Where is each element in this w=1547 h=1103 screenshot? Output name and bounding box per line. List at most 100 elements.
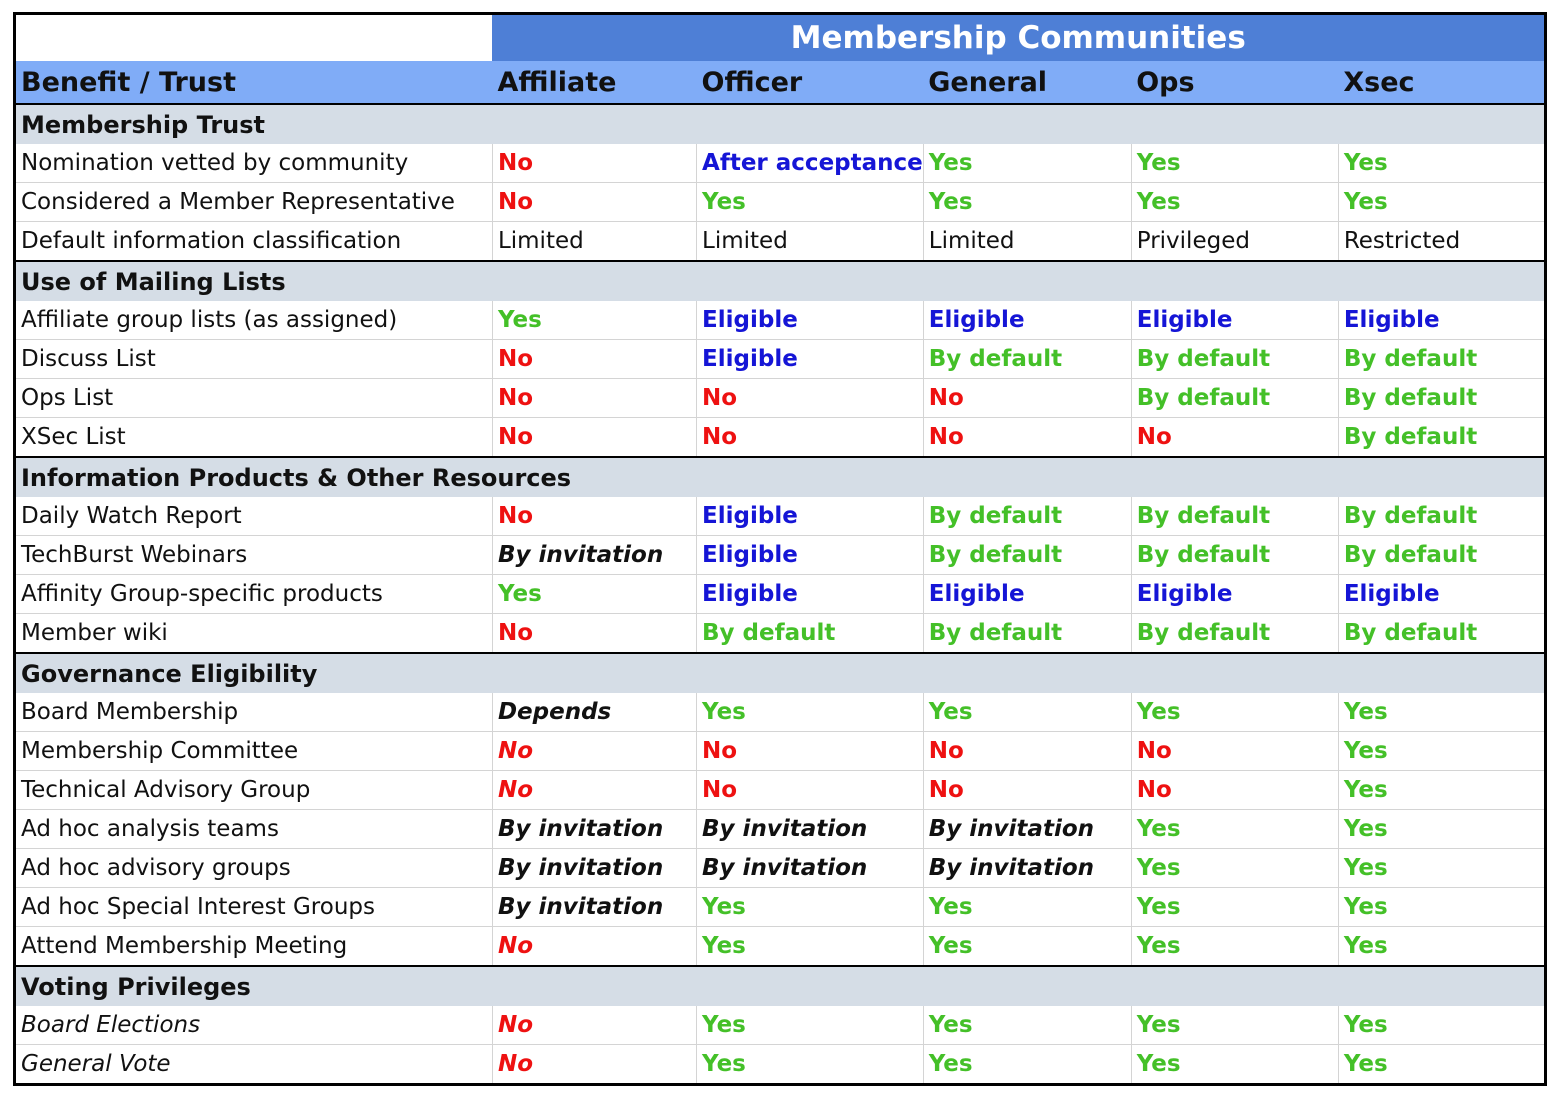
value-cell: No (1130, 417, 1339, 458)
row-label: Board Membership (14, 693, 493, 732)
value-cell: By invitation (491, 848, 697, 888)
value-cell: Yes (922, 887, 1132, 927)
row-label: XSec List (14, 417, 493, 458)
value-cell: Eligible (1130, 574, 1339, 614)
value-cell: Yes (922, 693, 1132, 732)
row-label: Daily Watch Report (14, 497, 493, 536)
value-cell: By default (1130, 497, 1339, 536)
table-row: Board Elections No Yes Yes Yes Yes (14, 1006, 1546, 1045)
membership-benefits-table: Membership Communities Benefit / Trust A… (13, 12, 1547, 1086)
value-cell: Limited (491, 221, 697, 262)
value-cell: Yes (1130, 1044, 1339, 1085)
value-cell: Yes (1337, 182, 1546, 222)
column-header-row: Benefit / Trust Affiliate Officer Genera… (14, 61, 1546, 105)
section-title: Voting Privileges (14, 965, 1546, 1006)
value-cell: Limited (696, 221, 924, 262)
value-cell: No (696, 417, 924, 458)
value-cell: Yes (1130, 693, 1339, 732)
value-cell: Yes (696, 887, 924, 927)
row-label: Member wiki (14, 613, 493, 654)
value-cell: Yes (1337, 887, 1546, 927)
value-cell: By invitation (696, 848, 924, 888)
value-cell: Yes (1337, 144, 1546, 183)
table-row: XSec List No No No No By default (14, 417, 1546, 458)
value-cell: No (922, 731, 1132, 771)
table-row: Default information classification Limite… (14, 221, 1546, 262)
table-row: Ad hoc advisory groups By invitation By in… (14, 848, 1546, 888)
table-row: Nomination vetted by community No After ac… (14, 144, 1546, 183)
value-cell: Eligible (1337, 301, 1546, 340)
value-cell: Limited (922, 221, 1132, 262)
value-cell: Eligible (922, 301, 1132, 340)
row-label: Ad hoc advisory groups (14, 848, 493, 888)
value-cell: No (491, 378, 697, 418)
section-header-row: Voting Privileges (14, 965, 1546, 1006)
header-ops: Ops (1131, 61, 1339, 105)
header-benefit-trust: Benefit / Trust (14, 61, 493, 105)
value-cell: No (922, 770, 1132, 810)
title-blank-cell (15, 14, 493, 62)
row-label: Affiliate group lists (as assigned) (14, 301, 493, 340)
table-row: Ad hoc analysis teams By invitation By inv… (14, 809, 1546, 849)
value-cell: Yes (922, 926, 1132, 967)
value-cell: By default (1337, 417, 1546, 458)
value-cell: After acceptance (696, 144, 924, 183)
value-cell: No (491, 926, 697, 967)
value-cell: By default (1130, 339, 1339, 379)
value-cell: No (491, 770, 697, 810)
value-cell: Eligible (696, 535, 924, 575)
value-cell: Yes (696, 1006, 924, 1045)
value-cell: By default (1337, 535, 1546, 575)
value-cell: No (1130, 770, 1339, 810)
table-row: Discuss List No Eligible By default By defau… (14, 339, 1546, 379)
section-title: Information Products & Other Resources (14, 456, 1546, 497)
value-cell: Eligible (696, 301, 924, 340)
row-label: Membership Committee (14, 731, 493, 771)
section-header-row: Information Products & Other Resources (14, 456, 1546, 497)
value-cell: By default (1337, 339, 1546, 379)
value-cell: Yes (922, 1044, 1132, 1085)
value-cell: By default (1130, 378, 1339, 418)
row-label: General Vote (21, 1050, 171, 1077)
row-label: Affinity Group-specific products (14, 574, 493, 614)
value-cell: By invitation (922, 848, 1132, 888)
table-row: Ops List No No No By default By default (14, 378, 1546, 418)
value-cell: Eligible (1337, 574, 1546, 614)
table-row: Affiliate group lists (as assigned) Yes El… (14, 301, 1546, 340)
value-cell: Privileged (1130, 221, 1339, 262)
table-row: Member wiki No By default By default By defa… (14, 613, 1546, 654)
value-cell: No (696, 378, 924, 418)
value-cell: Eligible (696, 339, 924, 379)
value-cell: By default (1337, 378, 1546, 418)
value-cell: By default (1130, 535, 1339, 575)
section-header-row: Use of Mailing Lists (14, 260, 1546, 301)
value-cell: Depends (491, 693, 697, 732)
header-affiliate: Affiliate (492, 61, 697, 105)
value-cell: No (922, 378, 1132, 418)
value-cell: Yes (922, 1006, 1132, 1045)
table-row: Attend Membership Meeting No Yes Yes Yes Yes (14, 926, 1546, 967)
value-cell: Yes (1130, 1006, 1339, 1045)
value-cell: Yes (1130, 926, 1339, 967)
value-cell: No (491, 144, 697, 183)
value-cell: No (491, 1044, 697, 1085)
row-label: Considered a Member Representative (14, 182, 493, 222)
table-title: Membership Communities (492, 13, 1546, 61)
table-row: Considered a Member Representative No Yes Y… (14, 182, 1546, 222)
table-row: TechBurst Webinars By invitation Eligible B… (14, 535, 1546, 575)
value-cell: No (491, 182, 697, 222)
value-cell: By default (922, 535, 1132, 575)
table-row: General Vote No Yes Yes Yes Yes (15, 1044, 1546, 1085)
value-cell: No (491, 613, 697, 654)
value-cell: Eligible (1130, 301, 1339, 340)
value-cell: Eligible (696, 574, 924, 614)
value-cell: Yes (1130, 144, 1339, 183)
row-label: Ops List (14, 378, 493, 418)
value-cell: Yes (1130, 887, 1339, 927)
value-cell: Yes (1337, 770, 1546, 810)
value-cell: By default (922, 613, 1132, 654)
value-cell: By invitation (696, 809, 924, 849)
value-cell: Yes (696, 1044, 924, 1085)
table-row: Membership Committee No No No No Yes (14, 731, 1546, 771)
value-cell: Yes (1130, 809, 1339, 849)
